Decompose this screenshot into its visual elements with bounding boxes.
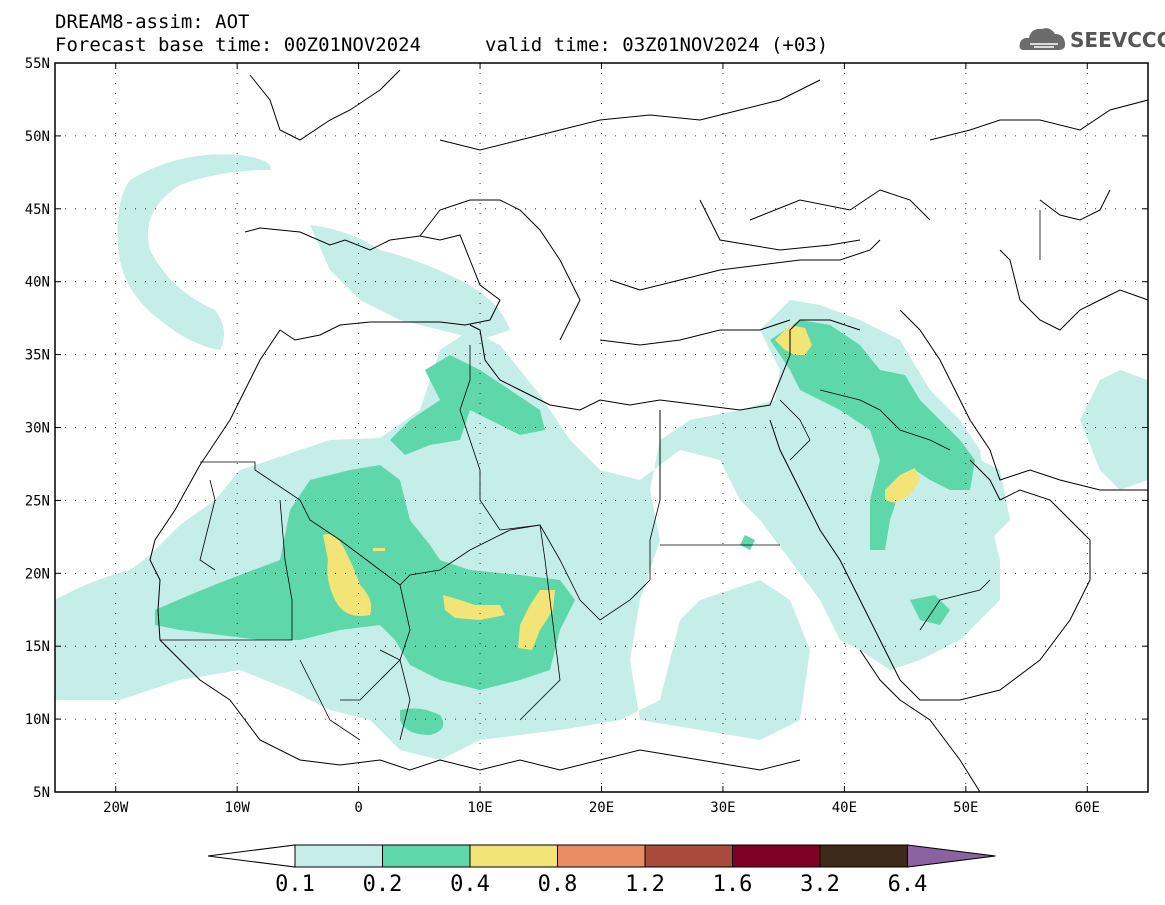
colorbar-level-label: 1.6 (713, 872, 753, 897)
colorbar-level-label: 0.4 (450, 872, 490, 897)
lat-label: 25N (25, 493, 50, 509)
country-borders (160, 210, 1041, 741)
lat-label: 35N (25, 348, 50, 364)
colorbar-segment (469, 844, 558, 868)
lat-label: 20N (25, 566, 50, 582)
lat-label: 10N (25, 712, 50, 728)
map-title: DREAM8-assim: AOT (55, 11, 250, 33)
lon-label: 20W (103, 800, 129, 816)
colorbar-segment (819, 844, 908, 868)
lat-label: 45N (25, 202, 50, 218)
aot-shading (55, 154, 1148, 760)
latitude-labels: 55N 50N 45N 40N 35N 30N 25N 20N 15N 10N 5N (25, 56, 50, 801)
lon-label: 30E (710, 800, 735, 816)
colorbar-segment (294, 844, 383, 868)
lat-label: 5N (33, 785, 50, 801)
forecast-base-time: Forecast base time: 00Z01NOV2024 (55, 34, 422, 56)
colorbar-segment (382, 844, 471, 868)
colorbar-segment (557, 844, 646, 868)
colorbar-segment (732, 844, 821, 868)
coastlines (149, 69, 1148, 792)
lon-label: 20E (589, 800, 614, 816)
aot-colorbar: 0.1 0.2 0.4 0.8 1.2 1.6 3.2 6.4 (207, 844, 996, 897)
colorbar-level-label: 1.2 (625, 872, 665, 897)
lat-label: 15N (25, 639, 50, 655)
lon-label: 50E (953, 800, 978, 816)
lat-label: 50N (25, 129, 50, 145)
lon-label: 10W (225, 800, 251, 816)
colorbar-level-label: 0.1 (275, 872, 315, 897)
lon-label: 0 (354, 800, 362, 816)
colorbar-level-label: 3.2 (800, 872, 840, 897)
aot-band-0.2-0.4 (155, 320, 975, 735)
lat-label: 40N (25, 275, 50, 291)
colorbar-level-label: 0.8 (538, 872, 578, 897)
graticule (55, 63, 1148, 792)
colorbar-level-label: 6.4 (888, 872, 928, 897)
colorbar-level-label: 0.2 (363, 872, 403, 897)
lon-label: 40E (832, 800, 857, 816)
longitude-labels: 20W 10W 0 10E 20E 30E 40E 50E 60E (103, 800, 1100, 816)
logo-text: SEEVCCC (1070, 28, 1165, 52)
cloud-icon (1019, 28, 1066, 50)
axis-ticks (55, 62, 1148, 793)
lon-label: 10E (467, 800, 492, 816)
colorbar-high-arrow (907, 844, 996, 868)
lon-label: 60E (1075, 800, 1100, 816)
colorbar-segment (644, 844, 733, 868)
lat-label: 55N (25, 56, 50, 72)
valid-time: valid time: 03Z01NOV2024 (+03) (485, 34, 829, 56)
colorbar-low-arrow (207, 844, 296, 868)
aot-band-0.1-0.2 (55, 154, 1148, 760)
aot-band-0.4-0.8 (323, 325, 920, 650)
lat-label: 30N (25, 421, 50, 437)
